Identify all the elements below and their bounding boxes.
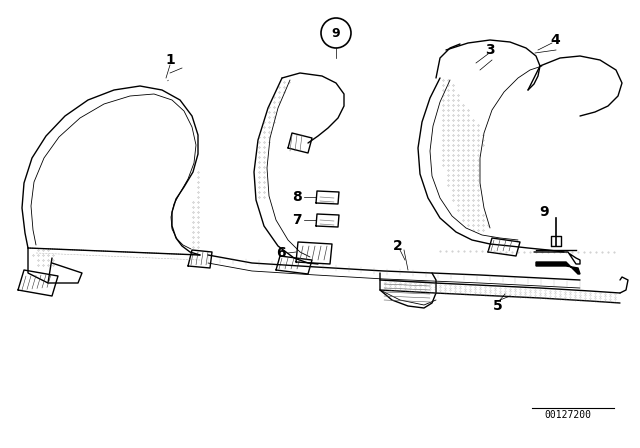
Text: 9: 9 (332, 26, 340, 39)
Text: 2: 2 (393, 239, 403, 253)
Text: 6: 6 (276, 246, 286, 260)
Text: 4: 4 (550, 33, 560, 47)
Text: 8: 8 (292, 190, 302, 204)
Polygon shape (536, 262, 580, 274)
Text: 9: 9 (539, 205, 549, 219)
Text: 3: 3 (485, 43, 495, 57)
Text: 7: 7 (292, 213, 302, 227)
Text: 5: 5 (493, 299, 503, 313)
Text: 00127200: 00127200 (545, 410, 591, 420)
Text: 1: 1 (165, 53, 175, 67)
